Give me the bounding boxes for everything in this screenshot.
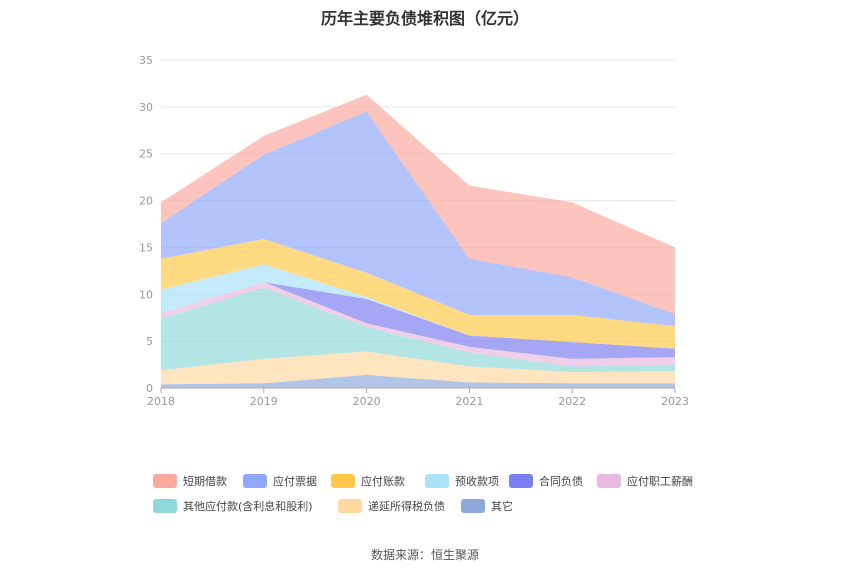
data-source-note: 数据来源：恒生聚源 bbox=[370, 548, 479, 562]
legend-item[interactable]: 短期借款 bbox=[153, 474, 227, 488]
legend-label: 应付票据 bbox=[273, 474, 317, 488]
legend-swatch bbox=[153, 474, 177, 488]
legend-label: 其它 bbox=[491, 499, 513, 513]
x-tick-label: 2018 bbox=[147, 395, 175, 408]
x-tick-label: 2023 bbox=[661, 395, 689, 408]
legend-item[interactable]: 递延所得税负债 bbox=[338, 499, 445, 513]
legend-swatch bbox=[509, 474, 533, 488]
y-tick-label: 20 bbox=[139, 195, 153, 208]
y-tick-label: 15 bbox=[139, 241, 153, 254]
legend-label: 合同负债 bbox=[539, 474, 583, 488]
x-tick-label: 2022 bbox=[558, 395, 586, 408]
x-tick-label: 2020 bbox=[353, 395, 381, 408]
legend-label: 其他应付款(含利息和股利) bbox=[183, 499, 313, 513]
legend-label: 递延所得税负债 bbox=[368, 499, 445, 513]
legend-label: 应付账款 bbox=[361, 474, 405, 488]
area-series-8 bbox=[161, 94, 675, 314]
legend-swatch bbox=[243, 474, 267, 488]
legend-item[interactable]: 应付账款 bbox=[331, 474, 405, 488]
legend-label: 应付职工薪酬 bbox=[627, 474, 693, 488]
axis-layer: 0 5 10 15 20 25 30 35 2018 2019 2020 2021 2022 2023 bbox=[139, 54, 689, 408]
legend-item[interactable]: 应付票据 bbox=[243, 474, 317, 488]
y-tick-label: 5 bbox=[146, 335, 153, 348]
x-tick-label: 2019 bbox=[250, 395, 278, 408]
area-series-1 bbox=[161, 351, 675, 385]
area-series-2 bbox=[161, 287, 675, 373]
area-series-4 bbox=[161, 282, 675, 359]
y-tick-label: 30 bbox=[139, 101, 153, 114]
legend-label: 预收款项 bbox=[455, 474, 499, 488]
x-tick-label: 2021 bbox=[455, 395, 483, 408]
legend-swatch bbox=[153, 499, 177, 513]
legend-item[interactable]: 其它 bbox=[461, 499, 513, 513]
y-tick-label: 10 bbox=[139, 288, 153, 301]
chart-title: 历年主要负债堆积图（亿元） bbox=[320, 9, 529, 28]
legend-item[interactable]: 其他应付款(含利息和股利) bbox=[153, 499, 313, 513]
legend-label: 短期借款 bbox=[183, 474, 227, 488]
legend-swatch bbox=[597, 474, 621, 488]
legend-item[interactable]: 预收款项 bbox=[425, 474, 499, 488]
area-series-5 bbox=[161, 264, 675, 349]
legend-swatch bbox=[461, 499, 485, 513]
legend-swatch bbox=[331, 474, 355, 488]
y-tick-label: 25 bbox=[139, 148, 153, 161]
legend-item[interactable]: 合同负债 bbox=[509, 474, 583, 488]
y-tick-label: 35 bbox=[139, 54, 153, 67]
area-series-0 bbox=[161, 374, 675, 388]
area-layer bbox=[161, 94, 675, 388]
legend-item[interactable]: 应付职工薪酬 bbox=[597, 474, 693, 488]
legend-swatch bbox=[338, 499, 362, 513]
area-series-7 bbox=[161, 111, 675, 327]
y-tick-label: 0 bbox=[146, 382, 153, 395]
area-series-6 bbox=[161, 239, 675, 349]
legend-swatch bbox=[425, 474, 449, 488]
